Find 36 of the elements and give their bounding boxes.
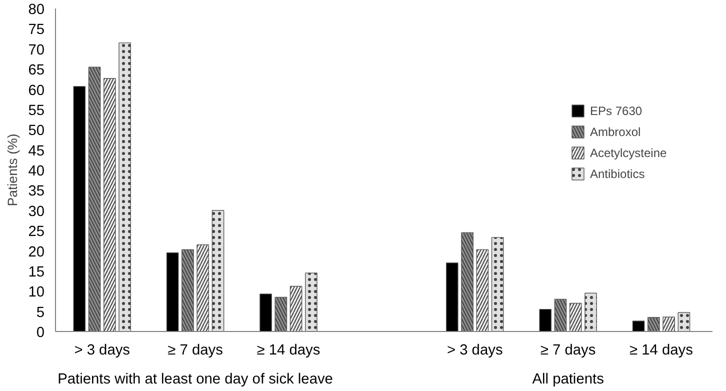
text: All patients bbox=[532, 372, 604, 388]
y-tick-label: 80 bbox=[28, 2, 45, 18]
legend-label: Ambroxol bbox=[590, 124, 641, 139]
y-tick-label: 5 bbox=[36, 304, 45, 321]
y-tick-label: 10 bbox=[28, 284, 45, 301]
x-tick-label: > 3 days bbox=[74, 342, 130, 358]
x-tick-label: ≥ 7 days bbox=[168, 342, 223, 358]
x-tick-label: ≥ 14 days bbox=[256, 342, 320, 358]
y-tick-label: 75 bbox=[28, 22, 45, 38]
legend-label: Acetylcysteine bbox=[590, 145, 667, 160]
y-tick-label: 50 bbox=[28, 123, 45, 140]
x-tick-label: ≥ 7 days bbox=[540, 342, 596, 358]
bar bbox=[166, 252, 179, 332]
y-tick-label: 35 bbox=[28, 184, 45, 200]
y-tick-label: 45 bbox=[28, 143, 45, 160]
y-tick-label: 70 bbox=[28, 42, 45, 58]
bar bbox=[73, 86, 86, 332]
y-axis-title: Patients (%) bbox=[5, 134, 20, 206]
x-tick-label: > 3 days bbox=[446, 342, 503, 358]
y-tick-label: 65 bbox=[28, 62, 45, 79]
y-tick-label: 20 bbox=[28, 244, 45, 260]
x-tick-label: ≥ 14 days bbox=[630, 342, 693, 358]
bar bbox=[539, 308, 552, 332]
legend-label: EPs 7630 bbox=[590, 103, 642, 118]
legend-label: Antibiotics bbox=[590, 166, 645, 181]
y-tick-label: 25 bbox=[28, 224, 45, 240]
y-tick-label: 40 bbox=[28, 164, 45, 180]
y-tick-label: 55 bbox=[28, 102, 45, 119]
bar bbox=[446, 262, 458, 332]
text: Patients with at least one day of sick leave bbox=[58, 372, 333, 388]
y-tick-label: 60 bbox=[28, 82, 45, 99]
bar bbox=[632, 320, 645, 332]
y-tick-label: 0 bbox=[36, 325, 45, 341]
y-tick-label: 15 bbox=[28, 264, 45, 280]
y-tick-label: 30 bbox=[28, 204, 45, 220]
bar bbox=[260, 294, 272, 332]
